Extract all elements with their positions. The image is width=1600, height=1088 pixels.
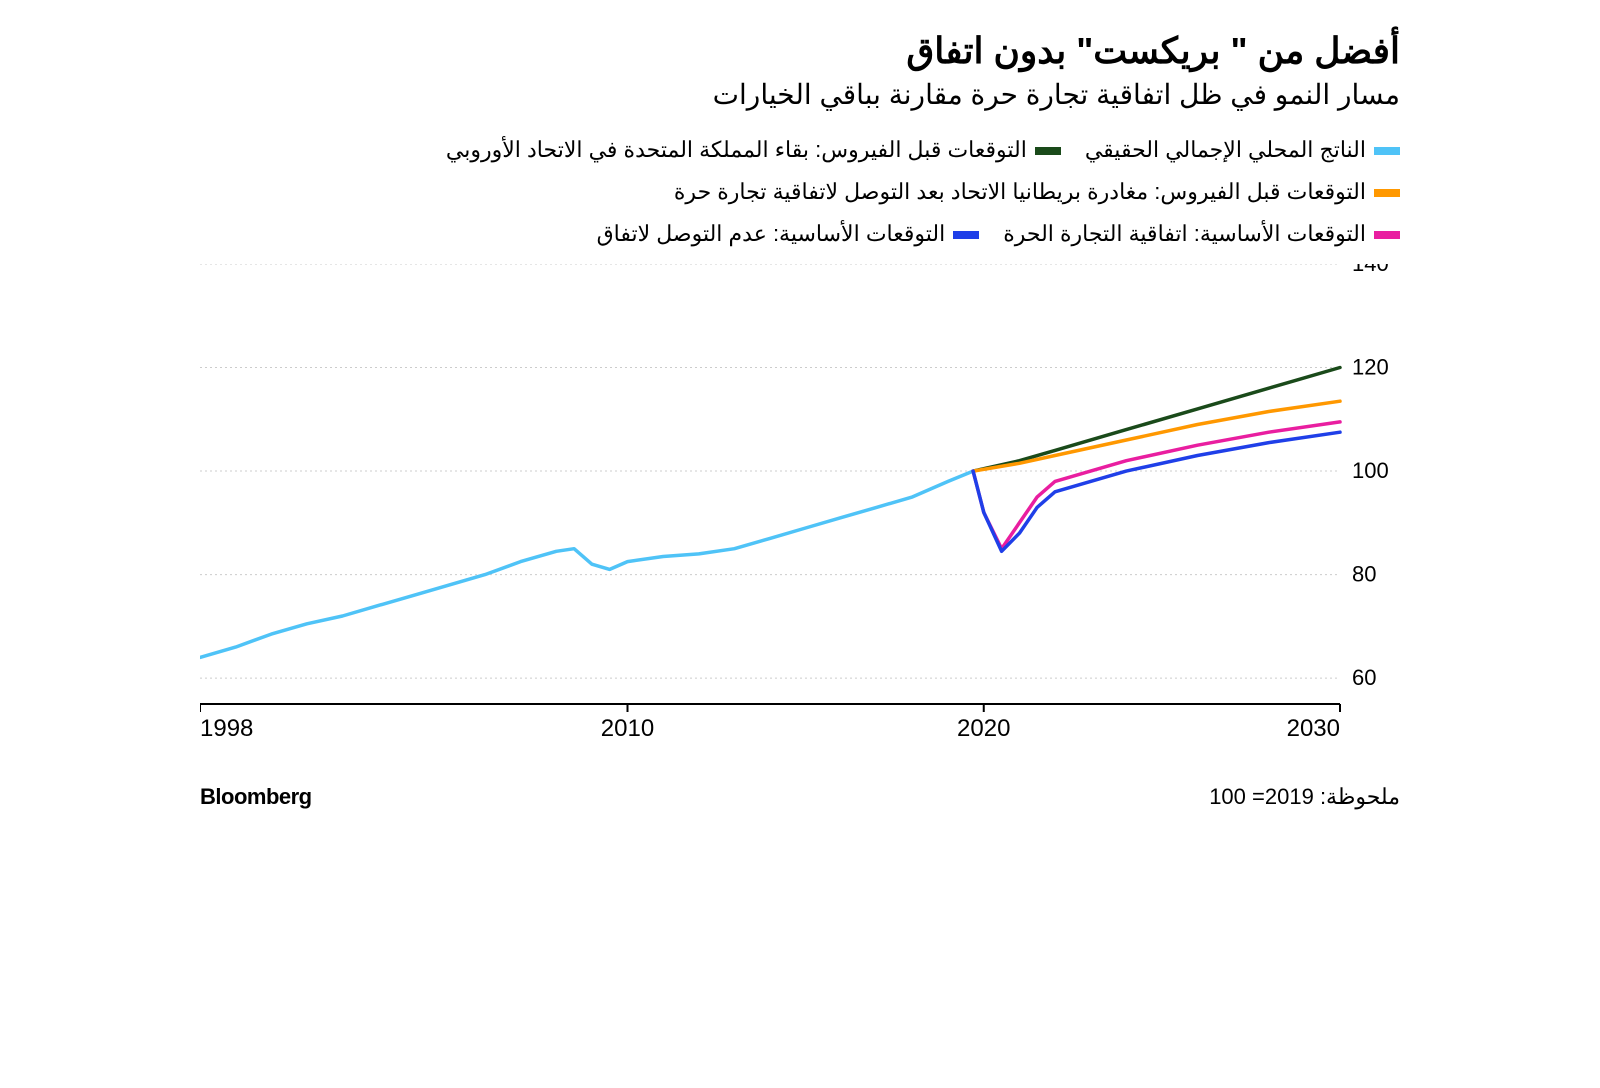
x-tick-label: 1998: [200, 715, 253, 742]
legend-swatch: [1035, 147, 1061, 155]
x-tick-label: 2020: [957, 715, 1010, 742]
brand-label: Bloomberg: [200, 784, 312, 810]
x-tick-label: 2030: [1287, 715, 1340, 742]
y-tick-label: 60: [1352, 666, 1376, 691]
footnote: ملحوظة: 2019= 100: [1209, 784, 1400, 810]
y-tick-label: 80: [1352, 562, 1376, 587]
legend-swatch: [1374, 189, 1400, 197]
legend-item: الناتج المحلي الإجمالي الحقيقي: [1085, 129, 1400, 171]
legend-swatch: [1374, 147, 1400, 155]
legend-label: التوقعات قبل الفيروس: مغادرة بريطانيا ال…: [674, 179, 1366, 204]
series-line-pre-virus-fta: [973, 402, 1340, 472]
chart-footer: Bloomberg ملحوظة: 2019= 100: [200, 784, 1400, 810]
chart-subtitle: مسار النمو في ظل اتفاقية تجارة حرة مقارن…: [200, 78, 1400, 111]
chart-svg: 60 80 100 120 140 1998 2010 2020 2030: [200, 264, 1400, 744]
legend: الناتج المحلي الإجمالي الحقيقي التوقعات ق…: [200, 129, 1400, 254]
series-line-real-gdp: [200, 471, 973, 657]
legend-item: التوقعات الأساسية: اتفاقية التجارة الحرة: [1003, 213, 1400, 255]
legend-label: التوقعات الأساسية: عدم التوصل لاتفاق: [597, 221, 946, 246]
legend-swatch: [953, 231, 979, 239]
legend-item: التوقعات قبل الفيروس: بقاء المملكة المتح…: [446, 129, 1061, 171]
y-tick-label: 140: [1352, 264, 1389, 276]
y-tick-label: 100: [1352, 458, 1389, 483]
legend-label: الناتج المحلي الإجمالي الحقيقي: [1085, 137, 1366, 162]
x-tick-label: 2010: [601, 715, 654, 742]
legend-swatch: [1374, 231, 1400, 239]
y-tick-label: 120: [1352, 355, 1389, 380]
chart-container: أفضل من " بريكست" بدون اتفاق مسار النمو …: [200, 30, 1400, 810]
series-line-baseline-no-deal: [973, 433, 1340, 552]
legend-label: التوقعات قبل الفيروس: بقاء المملكة المتح…: [446, 137, 1027, 162]
legend-item: التوقعات قبل الفيروس: مغادرة بريطانيا ال…: [674, 171, 1400, 213]
legend-label: التوقعات الأساسية: اتفاقية التجارة الحرة: [1003, 221, 1366, 246]
legend-item: التوقعات الأساسية: عدم التوصل لاتفاق: [597, 213, 980, 255]
plot-area: 60 80 100 120 140 1998 2010 2020 2030: [200, 264, 1400, 744]
chart-title: أفضل من " بريكست" بدون اتفاق: [200, 30, 1400, 72]
